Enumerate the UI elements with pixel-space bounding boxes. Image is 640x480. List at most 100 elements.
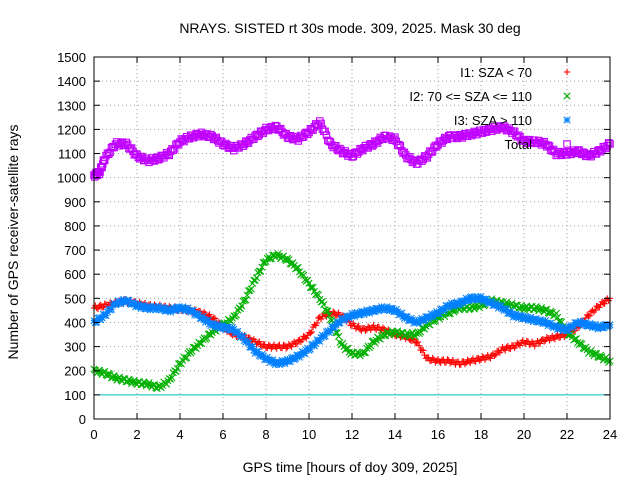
data-point — [257, 267, 265, 275]
data-point — [543, 334, 551, 341]
x-tick-label: 6 — [219, 427, 226, 442]
legend-marker-3 — [563, 116, 571, 124]
data-point — [293, 264, 301, 272]
data-point — [396, 142, 405, 150]
y-tick-label: 400 — [64, 315, 86, 330]
data-point — [379, 324, 387, 331]
data-point — [604, 139, 613, 147]
data-point — [516, 342, 524, 349]
series-group — [90, 117, 614, 393]
data-point — [315, 314, 322, 322]
data-point — [457, 361, 465, 368]
data-point — [597, 301, 604, 308]
data-point — [414, 338, 422, 346]
data-point — [308, 284, 316, 292]
data-point — [551, 335, 559, 343]
data-point — [258, 263, 266, 271]
data-point — [446, 360, 454, 367]
data-point — [306, 345, 314, 353]
x-tick-label: 0 — [90, 427, 97, 442]
data-point — [420, 347, 427, 354]
data-point — [461, 360, 469, 368]
y-tick-label: 1400 — [57, 74, 86, 89]
data-point — [429, 354, 436, 362]
data-point — [416, 328, 425, 336]
data-point — [488, 352, 495, 359]
legend: I1: SZA < 70 I2: 70 <= SZA <= 110 I3: SZA … — [409, 65, 571, 152]
data-point — [507, 345, 514, 352]
x-tick-label: 2 — [133, 427, 140, 442]
data-point — [293, 340, 301, 348]
data-point — [196, 339, 204, 347]
x-tick-label: 12 — [345, 427, 359, 442]
data-point — [355, 322, 362, 330]
data-point — [415, 342, 423, 349]
data-point — [206, 311, 213, 318]
data-point — [265, 341, 272, 349]
y-tick-label: 600 — [64, 267, 86, 282]
data-point — [491, 352, 498, 360]
data-point — [578, 340, 586, 348]
data-point — [247, 285, 255, 293]
data-point — [321, 127, 329, 136]
data-point — [432, 359, 439, 366]
series-3 — [90, 292, 614, 369]
y-tick-label: 1000 — [57, 171, 86, 186]
data-point — [361, 349, 370, 357]
data-point — [256, 338, 263, 345]
data-point — [583, 311, 591, 319]
legend-marker-2 — [563, 92, 571, 100]
data-point — [295, 337, 302, 344]
data-point — [592, 306, 599, 314]
data-point — [238, 302, 246, 310]
data-point — [586, 312, 594, 319]
data-point — [364, 323, 372, 330]
legend-label-1: I1: SZA < 70 — [460, 65, 532, 80]
legend-marker-4 — [563, 140, 571, 148]
data-point — [492, 351, 499, 358]
data-point — [476, 357, 483, 364]
legend-marker-1 — [563, 68, 571, 76]
y-tick-label: 1300 — [57, 98, 86, 113]
data-point — [472, 358, 479, 365]
series-4 — [90, 117, 614, 181]
data-point — [367, 342, 375, 350]
data-point — [254, 347, 262, 356]
data-point — [253, 274, 261, 282]
data-point — [315, 117, 324, 125]
data-point — [101, 156, 109, 164]
x-tick-label: 16 — [431, 427, 445, 442]
data-point — [596, 304, 603, 311]
data-point — [101, 300, 108, 308]
data-point — [329, 308, 337, 315]
grid — [94, 57, 610, 419]
y-tick-label: 0 — [79, 412, 86, 427]
data-point — [300, 271, 308, 279]
data-point — [308, 328, 315, 336]
y-tick-label: 700 — [64, 243, 86, 258]
x-tick-label: 20 — [517, 427, 531, 442]
y-tick-label: 900 — [64, 195, 86, 210]
data-point — [313, 319, 321, 327]
data-point — [324, 307, 332, 315]
data-point — [94, 305, 102, 313]
data-point — [188, 347, 196, 355]
data-point — [325, 311, 333, 319]
x-tick-label: 14 — [388, 427, 402, 442]
data-point — [601, 300, 608, 307]
y-axis-label: Number of GPS receiver-satellite rays — [5, 125, 21, 360]
data-point — [242, 296, 250, 304]
y-tick-label: 100 — [64, 388, 86, 403]
data-point — [203, 334, 211, 342]
data-point — [294, 263, 302, 272]
x-tick-label: 22 — [560, 427, 574, 442]
x-tick-label: 24 — [603, 427, 617, 442]
data-point — [436, 358, 443, 365]
axes: 0100200300400500600700800900100011001200… — [57, 50, 617, 442]
data-point — [540, 338, 548, 345]
data-point — [272, 343, 279, 351]
data-point — [431, 317, 439, 325]
data-point — [280, 341, 287, 349]
x-tick-label: 8 — [262, 427, 269, 442]
legend-label-3: I3: SZA > 110 — [454, 113, 532, 128]
